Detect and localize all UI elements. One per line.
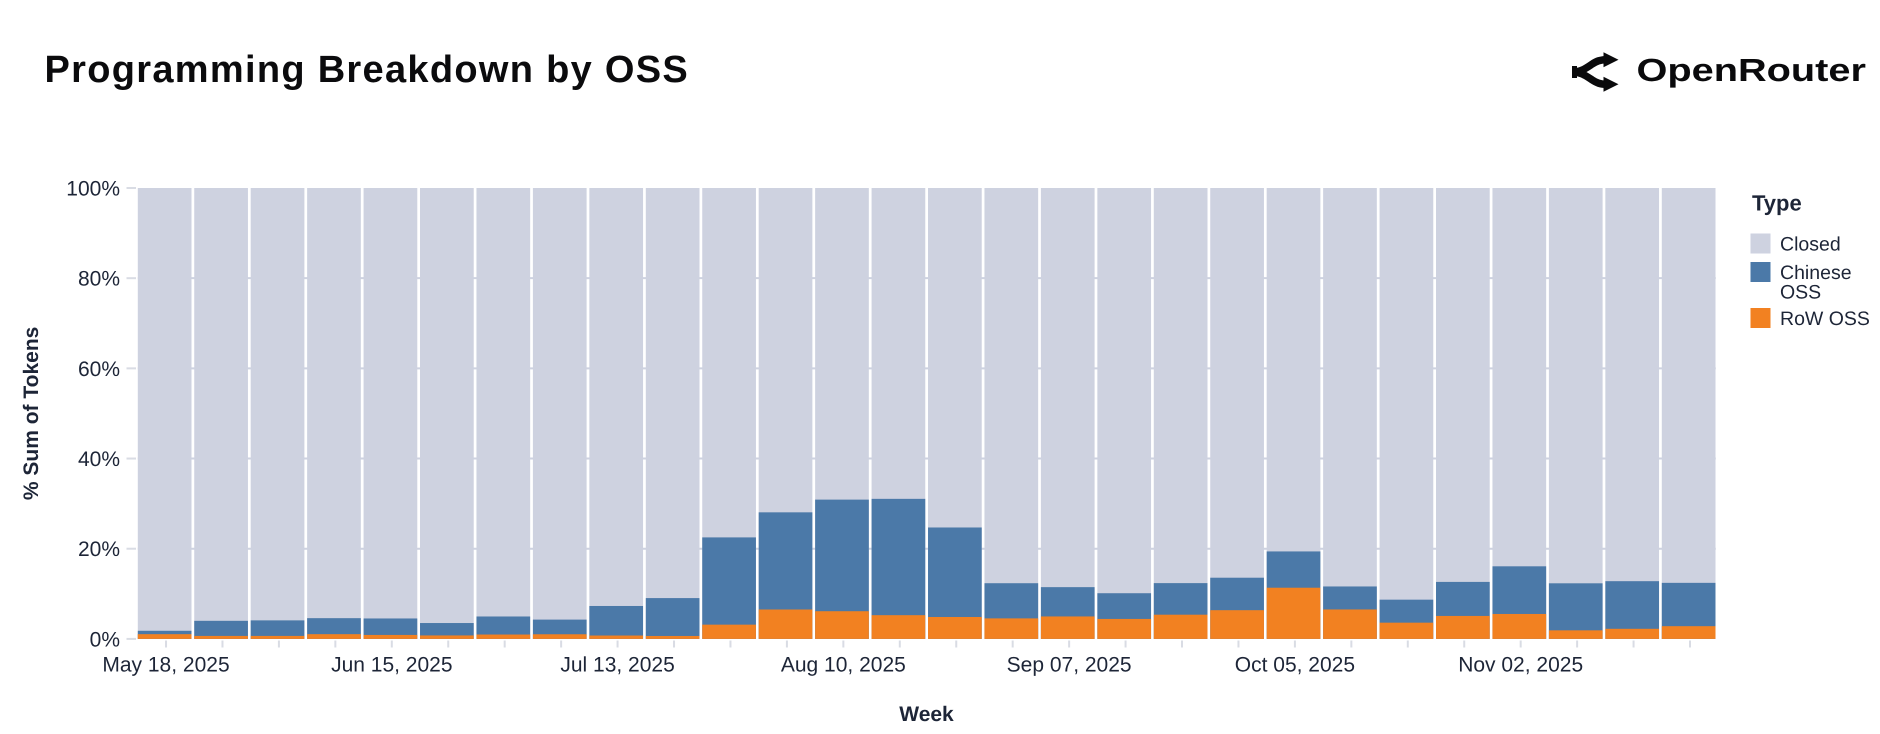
svg-text:Jul 13, 2025: Jul 13, 2025 (560, 654, 674, 677)
svg-text:OSS: OSS (1780, 282, 1821, 304)
svg-text:Chinese: Chinese (1780, 262, 1852, 284)
svg-text:Closed: Closed (1780, 234, 1841, 256)
svg-text:Oct 05, 2025: Oct 05, 2025 (1235, 654, 1355, 677)
svg-text:100%: 100% (66, 178, 120, 201)
svg-text:80%: 80% (78, 268, 120, 291)
svg-text:% Sum of Tokens: % Sum of Tokens (20, 327, 43, 500)
svg-text:Jun 15, 2025: Jun 15, 2025 (331, 654, 452, 677)
svg-text:Sep 07, 2025: Sep 07, 2025 (1007, 654, 1132, 677)
svg-text:Type: Type (1752, 191, 1802, 216)
svg-text:May 18, 2025: May 18, 2025 (102, 654, 229, 677)
svg-text:Aug 10, 2025: Aug 10, 2025 (781, 654, 906, 677)
svg-text:OpenRouter: OpenRouter (1637, 52, 1866, 88)
svg-text:RoW OSS: RoW OSS (1780, 308, 1870, 330)
svg-text:Week: Week (899, 703, 954, 726)
svg-text:Nov 02, 2025: Nov 02, 2025 (1458, 654, 1583, 677)
svg-text:20%: 20% (78, 538, 120, 561)
svg-text:40%: 40% (78, 448, 120, 471)
svg-text:60%: 60% (78, 358, 120, 381)
svg-text:0%: 0% (90, 628, 120, 651)
